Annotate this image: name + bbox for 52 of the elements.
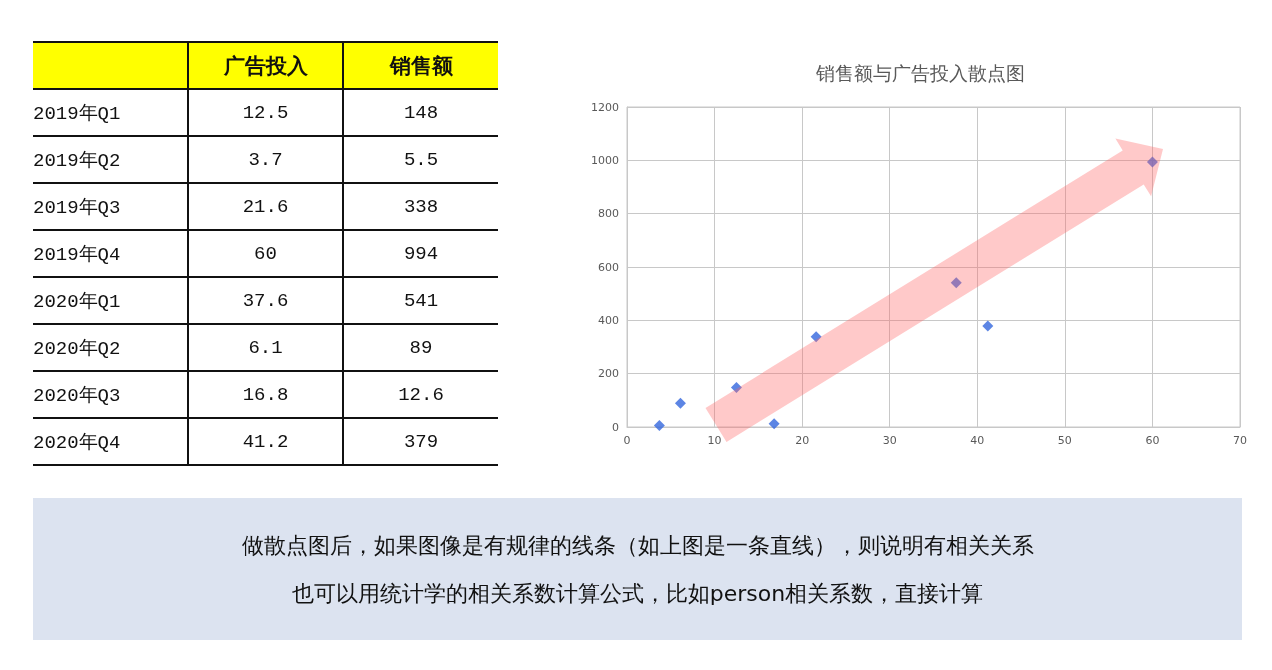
data-label: 89 xyxy=(343,324,498,371)
category-label: 2020年Q4 xyxy=(33,418,188,465)
chart-title: 销售额与广告投入散点图 xyxy=(814,61,1025,84)
category-label: 2019年Q2 xyxy=(33,136,188,183)
y-tick-label: 0 xyxy=(612,420,619,434)
data-label: 541 xyxy=(343,277,498,324)
point xyxy=(810,331,822,343)
y-tick-label: 200 xyxy=(598,367,619,381)
x-tick-label: 70 xyxy=(1233,434,1247,447)
x-tick-label: 30 xyxy=(882,434,897,447)
point xyxy=(653,420,665,432)
data-label: 12.6 xyxy=(343,371,498,418)
y-tick-label: 1200 xyxy=(591,100,619,114)
x-tick-label: 20 xyxy=(795,434,810,447)
x-tick-label: 10 xyxy=(707,434,722,447)
data-label: 994 xyxy=(343,230,498,277)
data-label: 37.6 xyxy=(188,277,343,324)
data-label: 12.5 xyxy=(188,89,343,136)
data-label: 338 xyxy=(343,183,498,230)
point xyxy=(674,397,686,409)
point xyxy=(950,277,962,289)
data-label: 3.7 xyxy=(188,136,343,183)
text: 销售额 xyxy=(343,42,498,89)
text: 做散点图后，如果图像是有规律的线条（如上图是一条直线），则说明有相关关系 xyxy=(240,532,1035,560)
category-label: 2019年Q4 xyxy=(33,230,188,277)
category-label: 2020年Q3 xyxy=(33,371,188,418)
y-tick-label: 800 xyxy=(598,207,619,221)
y-tick-label: 1000 xyxy=(591,153,619,167)
data-label: 5.5 xyxy=(343,136,498,183)
y-tick-label: 400 xyxy=(598,313,619,327)
point xyxy=(1146,156,1158,168)
text: 也可以用统计学的相关系数计算公式，比如person相关系数，直接计算 xyxy=(290,580,985,608)
data-label: 148 xyxy=(343,89,498,136)
category-label: 2019年Q3 xyxy=(33,183,188,230)
x-tick-label: 50 xyxy=(1057,434,1072,447)
x-tick-label: 0 xyxy=(623,434,631,447)
data-label: 6.1 xyxy=(188,324,343,371)
data-label: 16.8 xyxy=(188,371,343,418)
point xyxy=(768,418,780,430)
y-tick-label: 600 xyxy=(598,260,619,274)
category-label: 2019年Q1 xyxy=(33,89,188,136)
data-label: 21.6 xyxy=(188,183,343,230)
data-label: 60 xyxy=(188,230,343,277)
point xyxy=(982,320,994,332)
category-label: 2020年Q1 xyxy=(33,277,188,324)
data-label: 379 xyxy=(343,418,498,465)
x-tick-label: 60 xyxy=(1145,434,1160,447)
point xyxy=(730,382,742,394)
x-tick-label: 40 xyxy=(970,434,985,447)
data-label: 41.2 xyxy=(188,418,343,465)
category-label: 2020年Q2 xyxy=(33,324,188,371)
text: 广告投入 xyxy=(188,42,343,89)
